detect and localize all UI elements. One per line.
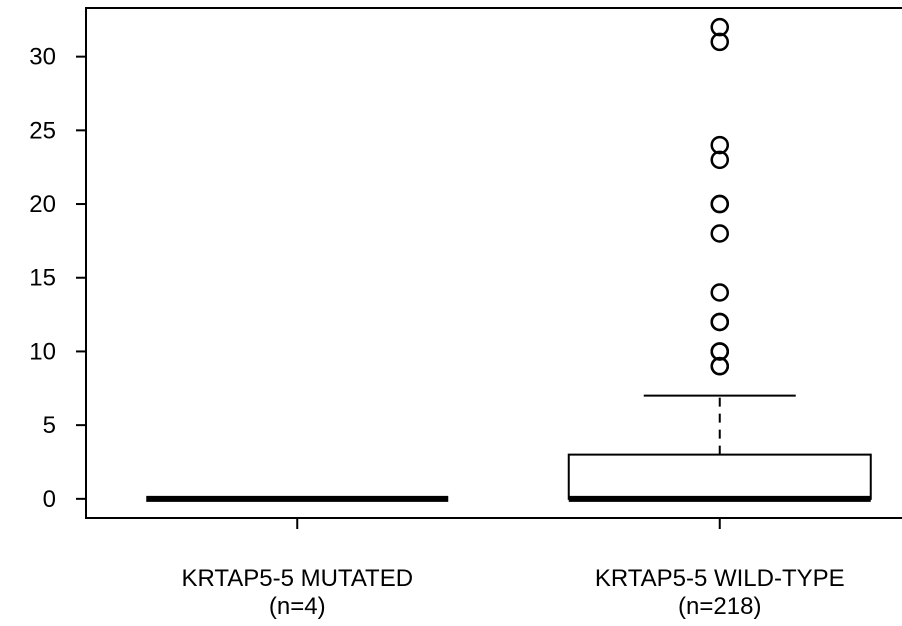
outlier-point xyxy=(710,17,729,37)
y-tick-label: 15 xyxy=(29,265,56,292)
outlier-point xyxy=(710,342,729,361)
outlier-point xyxy=(710,135,729,155)
y-tick-label: 20 xyxy=(29,191,56,218)
category-n-label: (n=4) xyxy=(269,593,326,620)
outlier-point xyxy=(710,224,729,243)
y-tick-label: 0 xyxy=(43,486,56,513)
y-tick-label: 5 xyxy=(43,412,56,439)
box-group xyxy=(567,17,872,502)
outlier-point xyxy=(710,150,729,170)
category-n-label: (n=218) xyxy=(678,593,761,620)
category-label: KRTAP5-5 WILD-TYPE xyxy=(595,565,845,592)
y-axis: 0 5 10 15 20 25 30 xyxy=(29,44,86,513)
outlier-point xyxy=(710,194,729,214)
category-label: KRTAP5-5 MUTATED xyxy=(181,565,413,592)
outlier-point xyxy=(710,356,729,376)
y-tick-label: 30 xyxy=(29,44,56,71)
y-tick-label: 10 xyxy=(29,338,56,365)
x-axis: KRTAP5-5 MUTATED(n=4) KRTAP5-5 WILD-TYPE(… xyxy=(181,518,845,620)
box-iqr xyxy=(567,453,872,500)
y-tick-label: 25 xyxy=(29,117,56,144)
outlier-point xyxy=(710,312,729,332)
plot-frame xyxy=(85,7,902,519)
outlier-point xyxy=(710,32,729,52)
outlier-point xyxy=(710,283,729,302)
boxes xyxy=(146,17,872,502)
